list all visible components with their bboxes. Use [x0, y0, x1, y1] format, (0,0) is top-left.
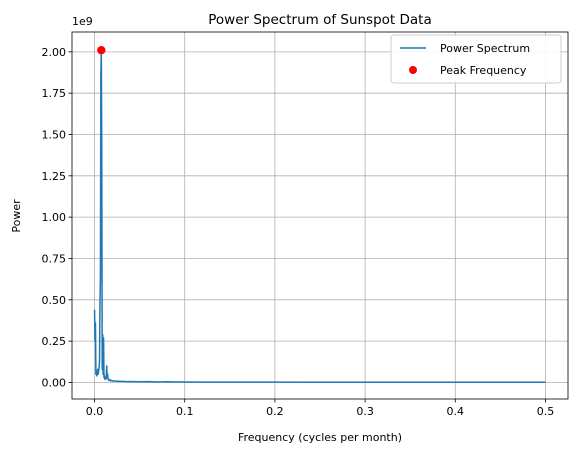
x-tick-label: 0.2 — [266, 405, 284, 418]
legend-marker-swatch — [409, 66, 417, 74]
y-tick-label: 0.00 — [42, 376, 67, 389]
axis-ticks: 0.0 0.1 0.2 0.3 0.4 0.5 0.00 0.25 0.50 0.75 1.00 1.… — [42, 46, 555, 418]
legend-label-peak-frequency: Peak Frequency — [440, 64, 527, 77]
plot-frame — [71, 31, 569, 400]
y-tick-label: 2.00 — [42, 46, 67, 59]
peak-frequency-point — [97, 45, 106, 55]
legend-label-power-spectrum: Power Spectrum — [440, 42, 530, 55]
y-tick-label: 1.25 — [42, 170, 67, 183]
y-axis-label: Power — [10, 199, 23, 233]
grid-lines — [72, 32, 568, 399]
y-tick-label: 1.00 — [42, 211, 67, 224]
x-axis-label: Frequency (cycles per month) — [238, 431, 402, 444]
y-tick-label: 0.75 — [42, 252, 67, 265]
legend-box — [390, 34, 562, 84]
x-tick-label: 0.4 — [447, 405, 465, 418]
y-tick-label: 0.25 — [42, 335, 67, 348]
legend: Power Spectrum Peak Frequency — [390, 34, 562, 84]
power-spectrum-line — [93, 49, 546, 384]
x-tick-label: 0.3 — [356, 405, 374, 418]
y-scale-label: 1e9 — [72, 15, 93, 28]
chart-title: Power Spectrum of Sunspot Data — [208, 12, 431, 28]
x-tick-label: 0.0 — [86, 405, 104, 418]
x-tick-label: 0.5 — [537, 405, 555, 418]
series-layer — [93, 45, 546, 384]
y-tick-label: 1.75 — [42, 87, 67, 100]
y-tick-label: 0.50 — [42, 294, 67, 307]
y-tick-label: 1.50 — [42, 128, 67, 141]
x-tick-label: 0.1 — [176, 405, 194, 418]
